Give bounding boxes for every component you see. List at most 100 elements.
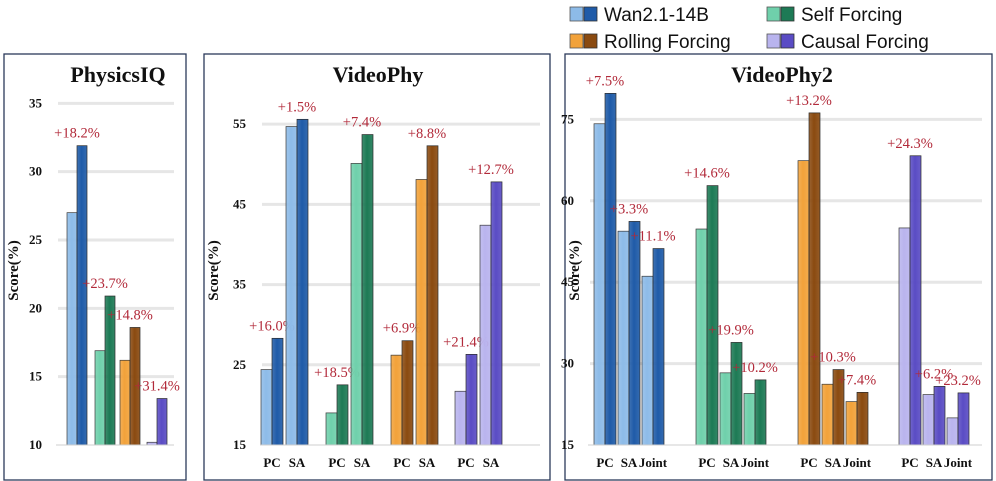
bar-improved <box>706 185 719 446</box>
gain-label: +18.2% <box>54 126 100 142</box>
y-tick-label: 35 <box>29 95 43 110</box>
bar-base <box>350 163 363 446</box>
legend-swatch-light <box>766 33 781 49</box>
gain-label: +24.3% <box>887 136 933 152</box>
category-label: Joint <box>843 455 872 470</box>
y-axis-label: Score(%) <box>6 240 22 301</box>
legend-label: Causal Forcing <box>801 32 929 53</box>
gain-label: +10.3% <box>810 350 856 366</box>
y-tick-label: 20 <box>29 300 42 315</box>
bar-base <box>390 354 403 446</box>
y-tick-label: 60 <box>561 193 574 208</box>
bar-improved <box>76 145 88 446</box>
bar-improved <box>156 398 168 446</box>
gain-label: +16.0% <box>249 318 295 334</box>
legend-swatch-light <box>569 6 584 22</box>
chart-panel: 15 25 35 45 55 Score(%) VideoPhy +16.0% PC +1.5% S… <box>203 53 551 481</box>
legend-swatch-dark <box>583 33 598 49</box>
category-label: Joint <box>639 455 668 470</box>
bar-base <box>415 179 428 446</box>
bar-improved <box>628 221 641 446</box>
gain-label: +7.4% <box>343 115 381 131</box>
chart-panel: 10 15 20 25 30 35 Score(%) PhysicsIQ +18.2% +23.7… <box>3 53 187 481</box>
bar-group: +6.9% PC +8.8% SA <box>383 126 446 470</box>
y-tick-label: 25 <box>29 232 43 247</box>
bar-base <box>922 394 935 446</box>
gain-label: +7.4% <box>838 372 876 388</box>
category-label: SA <box>289 455 306 470</box>
gain-label: +13.2% <box>786 93 832 109</box>
y-tick-label: 55 <box>233 116 247 131</box>
bar-base <box>593 123 606 446</box>
category-label: Joint <box>944 455 973 470</box>
bar-base <box>119 359 131 446</box>
gain-label: +1.5% <box>278 99 316 115</box>
legend-swatch-dark <box>780 6 795 22</box>
bar-improved <box>336 384 349 446</box>
bar-base <box>479 224 492 446</box>
bar-improved <box>754 379 767 446</box>
legend-swatch-dark <box>780 33 795 49</box>
category-label: Joint <box>741 455 770 470</box>
category-label: SA <box>926 455 943 470</box>
bar-improved <box>604 93 617 446</box>
bar-improved <box>856 392 869 446</box>
gain-label: +19.9% <box>708 322 754 338</box>
bar-improved <box>426 145 439 446</box>
gain-label: +31.4% <box>134 379 180 395</box>
chart-panel: 15 30 45 60 75 Score(%) VideoPhy2 +7.5% PC +3.3% S… <box>561 53 993 481</box>
chart-title: VideoPhy2 <box>731 62 833 87</box>
gain-label: +8.8% <box>408 126 446 142</box>
category-label: PC <box>457 455 474 470</box>
legend-swatch-light <box>569 33 584 49</box>
bar-improved <box>361 134 374 446</box>
category-label: PC <box>901 455 918 470</box>
bar-base <box>641 275 654 446</box>
category-label: PC <box>328 455 345 470</box>
legend-item: Self Forcing <box>766 5 902 26</box>
bar-improved <box>730 342 743 446</box>
category-label: PC <box>596 455 613 470</box>
bar-improved <box>296 118 309 446</box>
legend: Wan2.1-14B Self Forcing Rolling Forcing Cau… <box>569 5 929 53</box>
bar-improved <box>933 386 946 446</box>
y-axis-label: Score(%) <box>206 240 222 301</box>
gain-label: +18.5% <box>314 365 360 381</box>
gain-label: +7.5% <box>586 73 624 89</box>
y-tick-label: 10 <box>29 437 42 452</box>
gain-label: +11.1% <box>630 229 675 245</box>
legend-item: Causal Forcing <box>766 32 929 53</box>
bar-base <box>845 401 858 446</box>
gain-label: +23.7% <box>82 276 128 292</box>
y-tick-label: 15 <box>29 369 43 384</box>
legend-item: Rolling Forcing <box>569 32 731 53</box>
category-label: SA <box>419 455 436 470</box>
y-tick-label: 45 <box>561 274 575 289</box>
bar-improved <box>808 112 821 446</box>
bar-group: +31.4% <box>134 379 180 446</box>
bar-improved <box>490 181 503 446</box>
gain-label: +14.8% <box>107 307 153 323</box>
bar-improved <box>401 340 414 446</box>
bar-base <box>325 412 338 446</box>
gain-label: +3.3% <box>610 201 648 217</box>
y-tick-label: 15 <box>233 437 247 452</box>
y-tick-label: 30 <box>29 164 42 179</box>
bar-base <box>821 383 834 446</box>
bar-base <box>94 350 106 446</box>
y-tick-label: 35 <box>233 277 247 292</box>
y-axis-label: Score(%) <box>567 240 583 301</box>
gain-label: +6.2% <box>915 366 953 382</box>
bar-base <box>719 372 732 446</box>
y-tick-label: 30 <box>561 356 574 371</box>
y-tick-label: 45 <box>233 196 247 211</box>
legend-item: Wan2.1-14B <box>569 5 709 26</box>
legend-label: Self Forcing <box>801 5 902 26</box>
bar-group: +21.4% PC +12.7% SA <box>443 162 514 470</box>
bar-base <box>454 390 467 446</box>
legend-swatch-light <box>766 6 781 22</box>
category-label: PC <box>698 455 715 470</box>
bar-base <box>260 369 273 446</box>
y-tick-label: 15 <box>561 437 575 452</box>
